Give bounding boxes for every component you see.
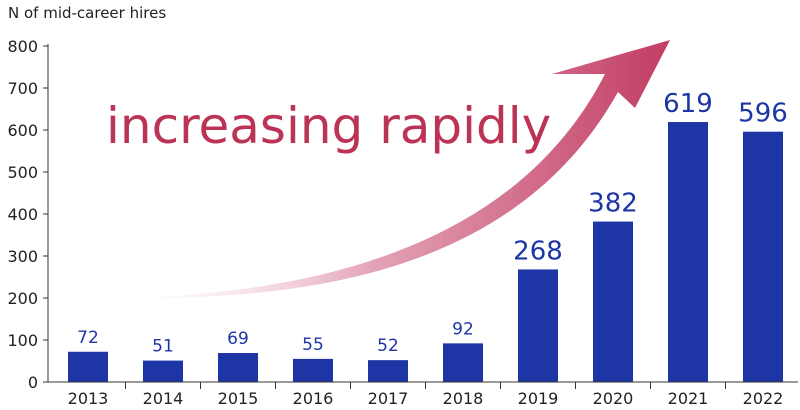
bars xyxy=(68,122,783,383)
x-tick-label-2018: 2018 xyxy=(443,389,484,408)
y-tick-label: 200 xyxy=(7,289,38,308)
x-tick-label-2014: 2014 xyxy=(143,389,184,408)
value-label-2019: 268 xyxy=(513,236,563,266)
y-tick-label: 600 xyxy=(7,121,38,140)
y-axis-ticks: 0 100 200 300 400 500 600 700 800 xyxy=(7,37,48,392)
value-label-2018: 92 xyxy=(452,319,474,339)
value-label-2014: 51 xyxy=(152,337,174,357)
bar-2017 xyxy=(368,360,408,382)
value-labels: 72 51 69 55 52 92 268 382 619 596 xyxy=(77,89,788,357)
bar-2019 xyxy=(518,269,558,382)
y-tick-label: 400 xyxy=(7,205,38,224)
value-label-2013: 72 xyxy=(77,328,99,348)
y-tick-label: 700 xyxy=(7,79,38,98)
trend-arrow xyxy=(130,40,670,299)
x-tick-label-2019: 2019 xyxy=(518,389,559,408)
x-tick-label-2013: 2013 xyxy=(68,389,109,408)
value-label-2016: 55 xyxy=(302,335,324,355)
bar-2013 xyxy=(68,351,108,382)
x-tick-label-2015: 2015 xyxy=(218,389,259,408)
y-tick-label: 500 xyxy=(7,163,38,182)
x-tick-label-2016: 2016 xyxy=(293,389,334,408)
value-label-2015: 69 xyxy=(227,329,249,349)
bar-2014 xyxy=(143,360,183,382)
value-label-2022: 596 xyxy=(738,99,788,129)
bar-2021 xyxy=(668,122,708,383)
bar-2020 xyxy=(593,221,633,382)
x-tick-label-2022: 2022 xyxy=(743,389,784,408)
x-tick-label-2017: 2017 xyxy=(368,389,409,408)
x-axis-ticks: 2013 2014 2015 2016 2017 2018 2019 2020 2021 2022 xyxy=(68,382,784,408)
value-label-2020: 382 xyxy=(588,189,638,219)
y-axis-title: N of mid-career hires xyxy=(8,4,167,22)
x-tick-label-2021: 2021 xyxy=(668,389,709,408)
y-tick-label: 100 xyxy=(7,331,38,350)
value-label-2021: 619 xyxy=(663,89,713,119)
y-tick-label: 0 xyxy=(28,373,38,392)
bar-2016 xyxy=(293,358,333,382)
x-tick-label-2020: 2020 xyxy=(593,389,634,408)
bar-2018 xyxy=(443,343,483,382)
trend-annotation: increasing rapidly xyxy=(106,97,551,155)
bar-2022 xyxy=(743,131,783,382)
trend-arrow-shape xyxy=(130,40,670,299)
y-tick-label: 800 xyxy=(7,37,38,56)
y-tick-label: 300 xyxy=(7,247,38,266)
value-label-2017: 52 xyxy=(377,336,399,356)
bar-2015 xyxy=(218,353,258,382)
